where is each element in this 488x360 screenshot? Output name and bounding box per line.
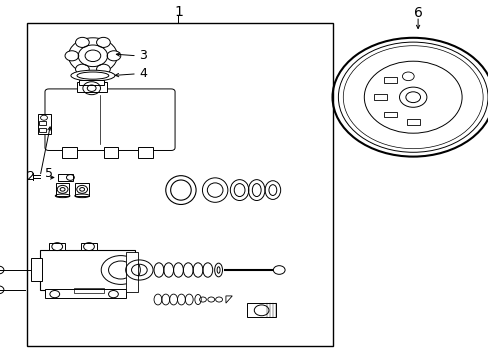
Bar <box>38 114 51 134</box>
Bar <box>49 243 65 250</box>
Bar <box>74 288 103 293</box>
Ellipse shape <box>77 72 108 79</box>
Bar <box>79 80 104 85</box>
Text: 6: 6 <box>413 6 422 19</box>
Bar <box>76 82 106 92</box>
Bar <box>31 258 42 281</box>
Ellipse shape <box>71 70 115 81</box>
Bar <box>138 147 152 158</box>
Circle shape <box>96 37 110 48</box>
Bar <box>73 73 112 77</box>
Bar <box>58 174 73 181</box>
Text: 3: 3 <box>139 49 147 62</box>
Text: 4: 4 <box>139 67 147 80</box>
Bar <box>27 23 332 346</box>
Bar <box>246 303 276 317</box>
Bar <box>373 94 386 100</box>
Bar <box>383 112 396 117</box>
Circle shape <box>273 266 285 274</box>
Text: 2: 2 <box>26 170 34 183</box>
Bar <box>45 289 125 298</box>
Bar <box>81 243 97 250</box>
Bar <box>39 121 46 125</box>
Circle shape <box>68 38 117 74</box>
Bar <box>103 147 118 158</box>
Bar <box>39 128 46 132</box>
Circle shape <box>65 51 79 61</box>
Bar <box>75 183 89 196</box>
Bar <box>56 183 69 196</box>
Text: 1: 1 <box>174 5 183 18</box>
Text: 5: 5 <box>45 167 53 180</box>
Bar <box>407 119 419 125</box>
Bar <box>125 252 138 292</box>
Circle shape <box>75 37 89 48</box>
Circle shape <box>96 64 110 74</box>
Bar <box>40 250 135 290</box>
Circle shape <box>75 64 89 74</box>
Circle shape <box>399 87 426 107</box>
Bar <box>62 147 77 158</box>
Bar <box>383 77 396 83</box>
FancyBboxPatch shape <box>45 89 175 150</box>
Circle shape <box>107 51 121 61</box>
